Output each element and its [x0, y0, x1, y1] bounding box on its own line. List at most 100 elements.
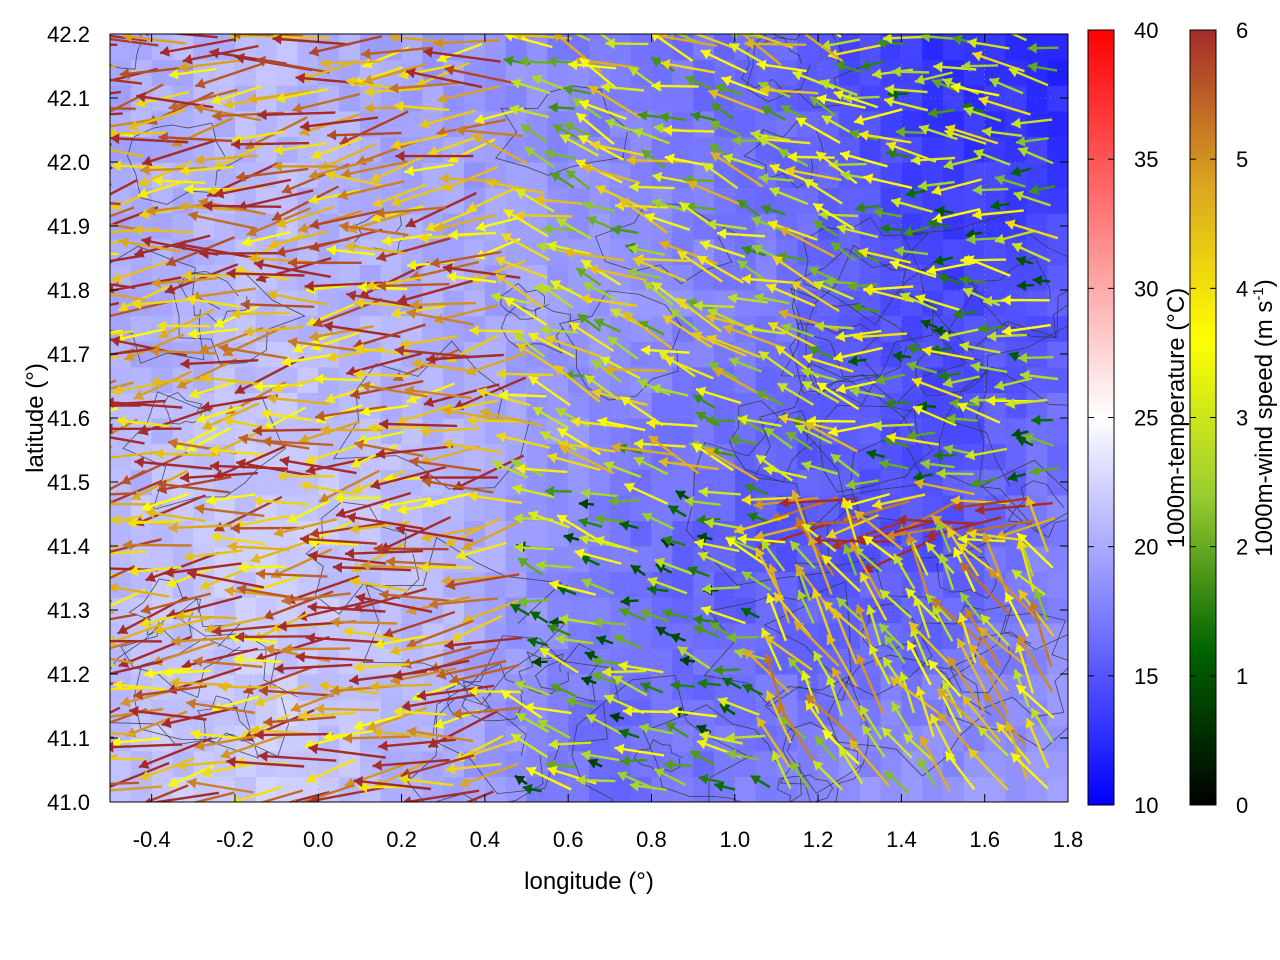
- wind-arrow-shaft: [848, 738, 890, 787]
- wind-arrow-shaft: [804, 693, 857, 742]
- wind-arrow-head: [455, 125, 466, 136]
- wind-arrow-head: [986, 395, 996, 407]
- wind-arrow-shaft: [110, 401, 183, 409]
- wind-arrow-shaft: [143, 784, 189, 802]
- heatmap-cell: [484, 546, 507, 573]
- heatmap-cell: [818, 341, 840, 368]
- wind-arrow-head: [685, 201, 696, 213]
- heatmap-cell: [297, 750, 319, 777]
- wind-arrow-head: [339, 221, 349, 233]
- wind-arrow-shaft: [339, 224, 409, 237]
- wind-arrow-shaft: [826, 634, 858, 688]
- heatmap-cell: [797, 750, 819, 777]
- wind-arrow-shaft: [398, 777, 454, 787]
- wind-arrow-head: [343, 732, 353, 744]
- wind-arrow-head: [124, 351, 135, 362]
- heatmap-cell: [255, 469, 278, 496]
- wind-arrow-head: [624, 482, 635, 493]
- wind-arrow-head: [512, 484, 523, 495]
- wind-arrow-head: [263, 609, 274, 620]
- wind-arrow-head: [267, 289, 278, 301]
- wind-arrow-head: [474, 113, 485, 125]
- wind-arrow-shaft: [425, 353, 504, 361]
- wind-arrow-head: [503, 209, 515, 219]
- wind-arrow-head: [528, 376, 540, 386]
- windspeed-colorbar-tick-label: 2: [1236, 535, 1248, 560]
- wind-arrow-shaft: [445, 762, 502, 771]
- wind-arrow-head: [969, 394, 979, 406]
- heatmap-cell: [672, 750, 694, 777]
- heatmap-cell: [380, 392, 403, 419]
- wind-arrow-shaft: [220, 734, 284, 758]
- wind-arrow-head: [796, 117, 807, 128]
- wind-arrow-head: [958, 533, 968, 545]
- heatmap-cell: [1026, 264, 1048, 291]
- wind-arrow-head: [325, 393, 336, 404]
- heatmap-cell: [609, 341, 632, 368]
- wind-arrow-head: [151, 277, 161, 289]
- wind-arrow-shaft: [658, 460, 719, 471]
- wind-arrow-head: [211, 531, 221, 543]
- heatmap-cell: [797, 213, 819, 240]
- wind-arrow-shaft: [364, 87, 422, 94]
- heatmap-cell: [318, 443, 340, 470]
- wind-arrow-head: [153, 175, 163, 187]
- wind-arrow-head: [700, 239, 711, 251]
- wind-arrow-shaft: [849, 541, 883, 600]
- heatmap-cell: [151, 34, 174, 61]
- wind-arrow-head: [823, 601, 834, 612]
- wind-arrow-head: [697, 678, 708, 690]
- wind-arrow-head: [880, 223, 890, 235]
- wind-arrow-shaft: [257, 111, 336, 117]
- wind-arrow-head: [374, 638, 384, 650]
- heatmap-cell: [609, 546, 632, 573]
- wind-arrow-head: [501, 233, 512, 243]
- heatmap-cell: [984, 187, 1007, 214]
- heatmap-cell: [359, 341, 382, 368]
- wind-arrow-head: [287, 513, 298, 523]
- heatmap-cell: [838, 187, 861, 214]
- wind-arrow-head: [860, 572, 870, 583]
- wind-arrow-head: [90, 684, 99, 695]
- heatmap-cell: [693, 750, 715, 777]
- wind-arrow-head: [937, 712, 948, 723]
- wind-arrow-shaft: [987, 568, 1036, 618]
- wind-arrow-shaft: [598, 34, 616, 45]
- heatmap-cell: [589, 571, 611, 598]
- wind-arrow-shaft: [339, 110, 409, 145]
- heatmap-cell: [797, 699, 819, 726]
- heatmap-cell: [818, 443, 840, 470]
- wind-arrow-head: [183, 551, 194, 562]
- wind-arrow-shaft: [308, 786, 385, 802]
- contour-line: [178, 270, 248, 328]
- wind-arrow-head: [633, 127, 644, 138]
- heatmap-cell: [130, 34, 153, 61]
- wind-arrow-head: [580, 487, 591, 499]
- wind-arrow-shaft: [390, 133, 448, 148]
- wind-arrow-shaft: [194, 105, 261, 122]
- wind-arrow-head: [822, 730, 834, 741]
- wind-arrow-head: [863, 173, 874, 185]
- wind-arrow-head: [236, 584, 247, 595]
- heatmap-cell: [172, 392, 194, 419]
- wind-arrow-head: [263, 716, 273, 728]
- wind-arrow-head: [786, 432, 797, 442]
- wind-arrow-head: [1033, 589, 1044, 600]
- windspeed-colorbar-tick-label: 0: [1236, 793, 1248, 818]
- wind-arrow-shaft: [145, 551, 220, 582]
- wind-arrow-head: [964, 255, 975, 266]
- y-tick-label: 42.1: [47, 86, 90, 111]
- wind-arrow-head: [866, 449, 877, 460]
- wind-arrow-head: [118, 805, 128, 815]
- wind-arrow-head: [813, 760, 824, 771]
- heatmap-cell: [235, 597, 257, 624]
- wind-arrow-head: [865, 604, 877, 616]
- wind-arrow-head: [180, 472, 190, 483]
- wind-arrow-head: [372, 759, 382, 771]
- wind-arrow-head: [664, 356, 675, 367]
- wind-arrow-shaft: [110, 83, 164, 113]
- wind-arrow-head: [509, 104, 520, 116]
- heatmap-cell: [151, 750, 174, 777]
- wind-arrow-shaft: [110, 436, 145, 445]
- wind-arrow-head: [581, 578, 593, 589]
